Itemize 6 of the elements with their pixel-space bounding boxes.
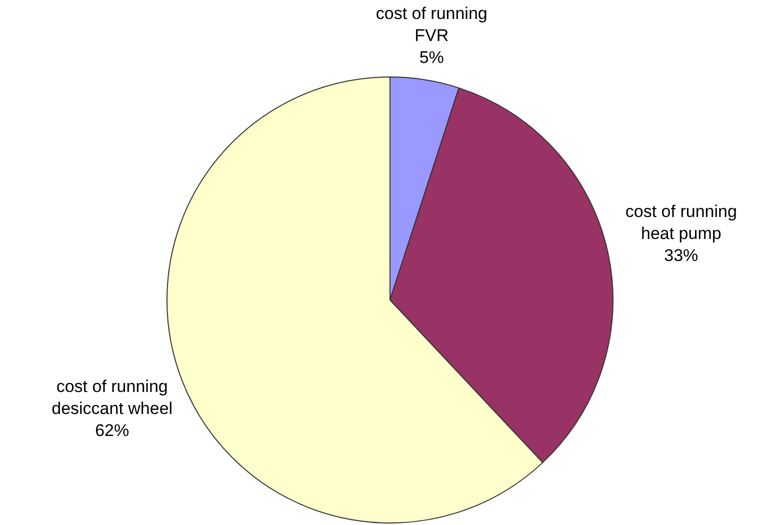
data-label: 5%	[419, 48, 444, 68]
data-label: 33%	[664, 246, 698, 266]
slice-label: cost of running FVR	[376, 4, 488, 46]
data-label: 62%	[95, 422, 130, 441]
slice-label: cost of running heat pump	[625, 202, 737, 244]
slice-label: cost of running desiccant wheel	[52, 378, 173, 419]
